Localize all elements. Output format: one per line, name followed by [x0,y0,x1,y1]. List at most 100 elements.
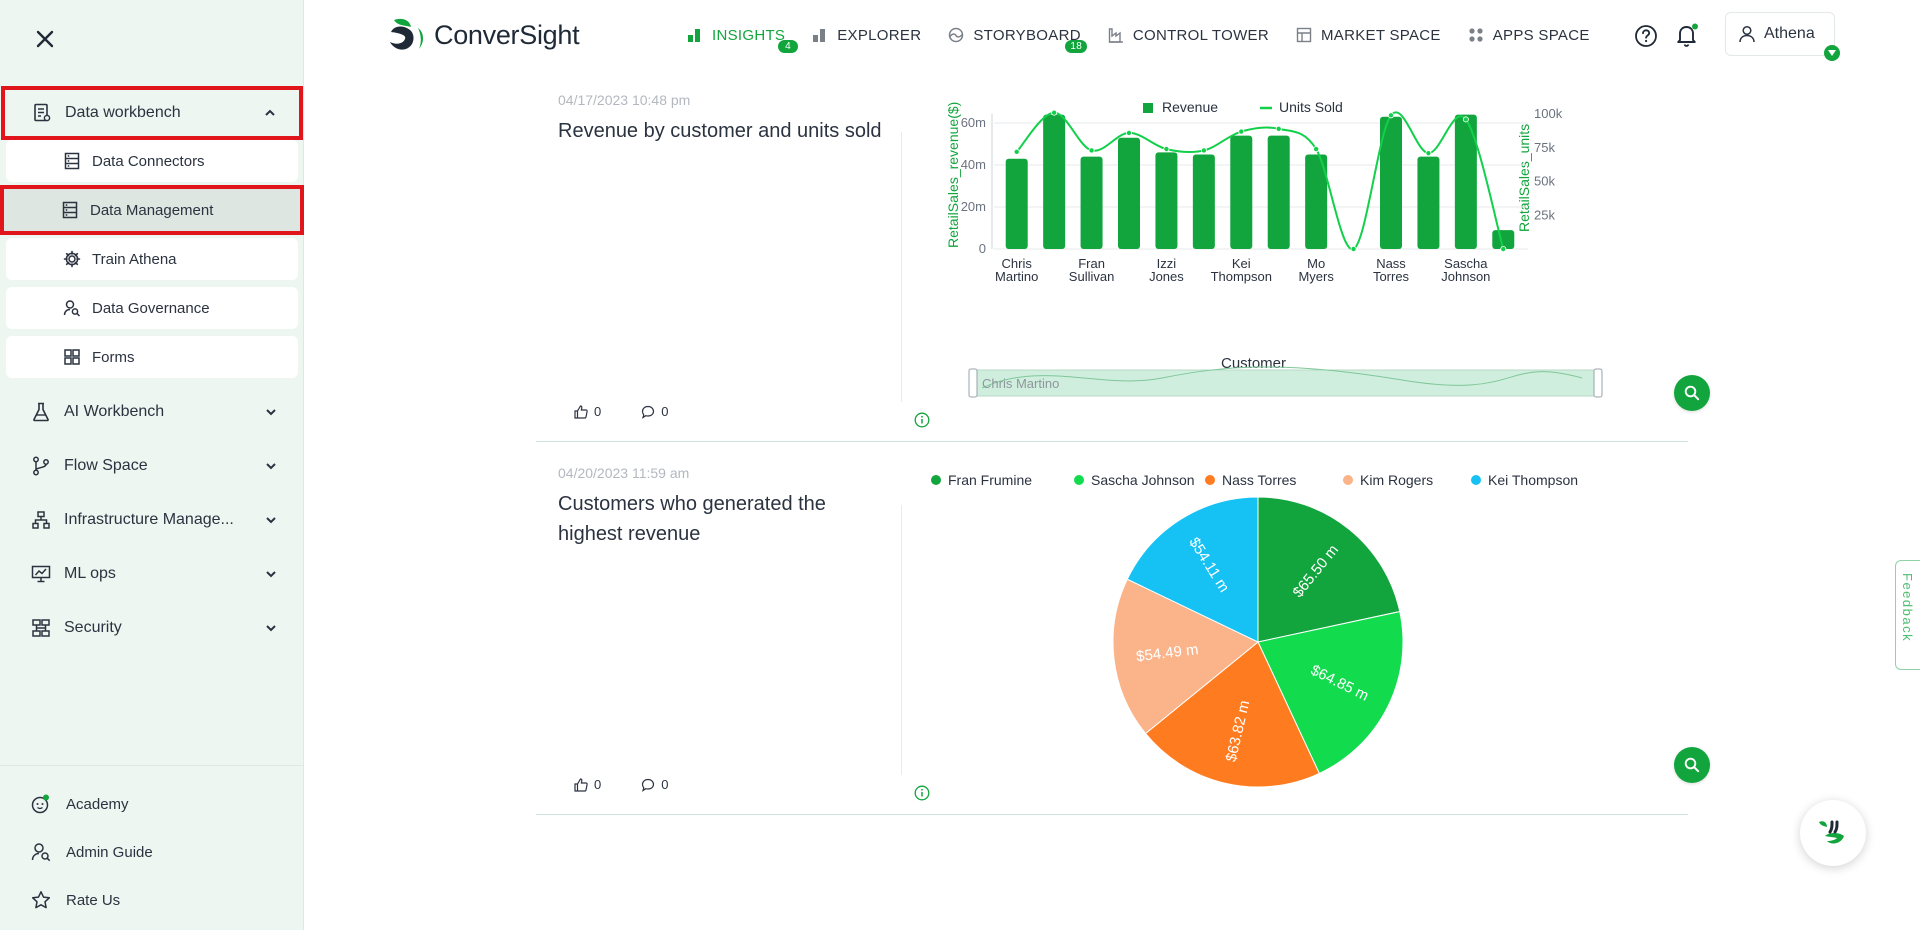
bar-revenue[interactable] [1267,135,1290,249]
tab-insights[interactable]: INSIGHTS 4 [686,26,798,53]
x-tick-label: Izzi Jones [1149,256,1184,284]
sidebar-item-label: Flow Space [64,457,148,474]
like-button[interactable]: 0 [574,777,601,792]
point-units-sold[interactable] [1425,150,1432,157]
sidebar-subitem-data-governance[interactable]: Data Governance [6,287,298,329]
bar-revenue[interactable] [1192,154,1215,250]
tab-control-tower[interactable]: CONTROL TOWER [1107,26,1269,44]
sidebar-item-security[interactable]: Security [0,601,304,655]
legend-label-units[interactable]: Units Sold [1279,99,1343,115]
pie-slice[interactable] [1257,610,1404,775]
bar-revenue[interactable] [1155,152,1178,249]
point-units-sold[interactable] [1500,245,1507,252]
bar-revenue[interactable] [1454,114,1477,249]
bar-revenue[interactable] [1305,154,1328,250]
legend-swatch [931,475,941,485]
pie-slice[interactable] [1126,496,1259,643]
tab-label: APPS SPACE [1492,26,1590,44]
sidebar-subitem-data-management[interactable]: Data Management [0,185,304,235]
info-icon[interactable] [914,785,930,801]
bar-revenue[interactable] [1417,156,1440,249]
bar-revenue[interactable] [1380,116,1402,249]
range-slider[interactable]: Chris Martino [968,366,1603,398]
chevron-down-icon [264,405,278,419]
y2-tick-label: 25k [1534,207,1555,222]
legend-label-revenue[interactable]: Revenue [1162,99,1218,115]
point-units-sold[interactable] [1275,125,1282,132]
legend-label[interactable]: Kim Rogers [1360,472,1433,488]
zoom-button[interactable] [1674,375,1710,411]
sidebar-item-ml-ops[interactable]: ML ops [0,547,304,601]
sidebar-item-flow-space[interactable]: Flow Space [0,439,304,493]
bar-revenue[interactable] [1043,114,1066,249]
sidebar-item-data-workbench[interactable]: Data workbench [1,86,303,140]
point-units-sold[interactable] [1163,146,1170,153]
point-units-sold[interactable] [1200,147,1207,154]
point-units-sold[interactable] [1387,112,1394,119]
sidebar-item-infrastructure[interactable]: Infrastructure Manage... [0,493,304,547]
app-logo[interactable]: ConverSight [388,16,580,54]
point-units-sold[interactable] [1088,147,1095,154]
sidebar-subitem-train-athena[interactable]: Train Athena [6,238,298,280]
feedback-tab[interactable]: Feedback [1895,560,1920,670]
sidebar-subitem-forms[interactable]: Forms [6,336,298,378]
card-title[interactable]: Customers who generated the highest reve… [558,493,826,545]
tab-label: MARKET SPACE [1320,26,1441,44]
point-units-sold[interactable] [1313,146,1320,153]
tab-apps-space[interactable]: APPS SPACE [1467,26,1590,44]
user-search-icon [62,298,82,318]
close-sidebar-button[interactable] [30,24,60,54]
sidebar-item-academy[interactable]: Academy [0,780,304,828]
point-units-sold[interactable] [1125,129,1132,136]
bar-revenue[interactable] [1080,156,1103,249]
pie-slice[interactable] [1257,496,1401,643]
comment-button[interactable]: 0 [641,777,668,792]
pie-slice[interactable] [1144,641,1320,788]
chat-assistant-button[interactable] [1800,800,1866,866]
info-icon[interactable] [914,412,930,428]
apps-grid-icon [1467,26,1485,44]
sidebar-item-label: AI Workbench [64,403,165,420]
bar-revenue[interactable] [1005,158,1028,249]
point-units-sold[interactable] [1462,116,1469,123]
database-icon [62,151,82,171]
sidebar-subitem-data-connectors[interactable]: Data Connectors [6,140,298,182]
comment-button[interactable]: 0 [641,404,668,419]
tab-storyboard[interactable]: STORYBOARD 18 [947,26,1088,53]
tab-market-space[interactable]: MARKET SPACE [1295,26,1441,44]
y-tick-label: 60m [961,115,986,130]
user-menu[interactable]: Athena [1725,12,1840,61]
range-slider-left-handle[interactable] [968,368,978,398]
legend-label[interactable]: Kei Thompson [1488,472,1578,488]
range-slider-right-handle[interactable] [1593,368,1603,398]
point-units-sold[interactable] [1051,109,1058,116]
tab-explorer[interactable]: EXPLORER [811,26,921,44]
legend-label[interactable]: Nass Torres [1222,472,1296,488]
bar-revenue[interactable] [1230,135,1253,249]
legend-swatch-revenue [1143,103,1153,113]
chat-assistant-icon [1819,820,1844,844]
sidebar: Data workbench Data Connectors Data Mana… [0,0,304,930]
y-tick-label: 0 [979,241,986,256]
point-units-sold[interactable] [1013,148,1020,155]
point-units-sold[interactable] [1350,245,1357,252]
x-tick-label: Sascha Johnson [1441,256,1490,284]
notification-bell-icon[interactable] [1674,22,1700,48]
bar-revenue[interactable] [1118,137,1140,249]
y2-tick-label: 75k [1534,140,1555,155]
pie-slice[interactable] [1112,578,1259,735]
point-units-sold[interactable] [1238,128,1245,135]
factory-icon [1107,26,1125,44]
zoom-button[interactable] [1674,747,1710,783]
card-title[interactable]: Revenue by customer and units sold [558,120,882,142]
legend-label[interactable]: Fran Frumine [948,472,1032,488]
search-icon [1684,757,1700,773]
sidebar-item-admin-guide[interactable]: Admin Guide [0,828,304,876]
legend-label[interactable]: Sascha Johnson [1091,472,1195,488]
sidebar-item-rate-us[interactable]: Rate Us [0,876,304,924]
bar-revenue[interactable] [1492,230,1515,249]
sidebar-item-ai-workbench[interactable]: AI Workbench [0,385,304,439]
like-button[interactable]: 0 [574,404,601,419]
sidebar-subitem-label: Data Management [90,201,214,219]
help-icon[interactable] [1634,24,1658,48]
